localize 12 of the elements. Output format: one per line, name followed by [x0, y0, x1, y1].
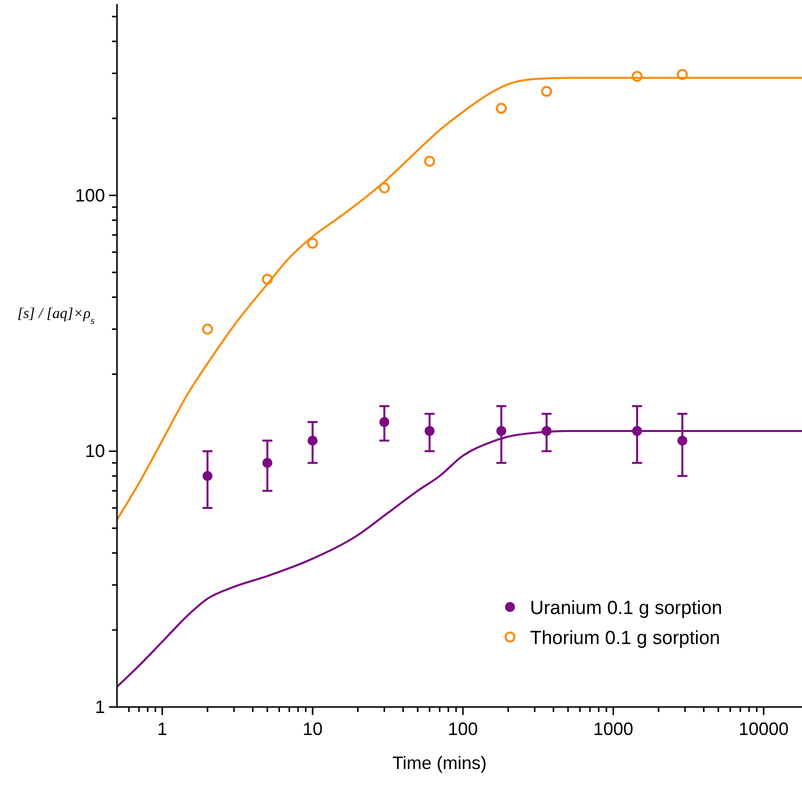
x-tick-label: 10: [302, 719, 323, 739]
x-tick-label: 1: [157, 719, 168, 739]
y-tick-label: 1: [94, 697, 105, 717]
x-tick-label: 100: [448, 719, 478, 739]
y-axis-title: [s] / [aq]×ρ$_{s}$: [17, 306, 95, 326]
x-tick-label: 10000: [738, 719, 789, 739]
legend-label: Thorium 0.1 g sorption: [530, 628, 720, 649]
y-tick-label: 10: [84, 441, 105, 462]
legend-label: Uranium 0.1 g sorption: [530, 598, 722, 619]
x-tick-label: 1000: [593, 719, 634, 739]
x-axis-title: Time (mins): [392, 753, 487, 773]
y-tick-label: 100: [74, 185, 105, 206]
